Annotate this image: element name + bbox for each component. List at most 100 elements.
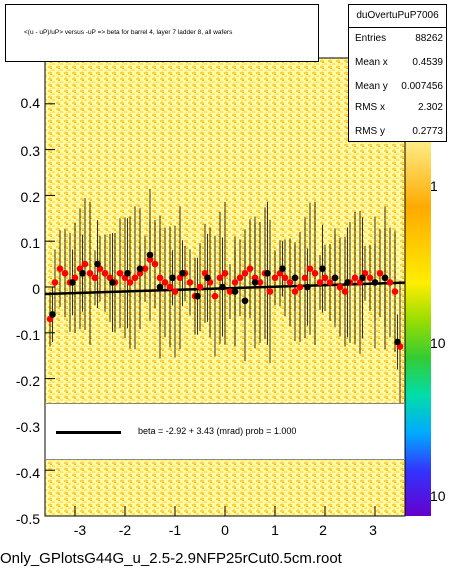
stats-value: 0.4539: [412, 57, 443, 68]
data-point-black: [109, 279, 116, 286]
data-point-black: [371, 279, 379, 286]
y-tick-label: -0.5: [15, 511, 40, 527]
y-tick-label: -0.4: [15, 465, 40, 481]
fit-legend-line: [56, 431, 121, 434]
data-point-red: [146, 256, 154, 263]
data-point-red: [221, 269, 229, 277]
data-point-red: [171, 288, 179, 295]
data-point-red: [251, 274, 259, 282]
data-point-red: [186, 279, 194, 286]
data-point-red: [301, 274, 309, 282]
x-tick-label: 2: [319, 522, 327, 538]
data-point-black: [136, 265, 144, 272]
data-point-black: [194, 292, 201, 300]
data-point-red: [141, 265, 149, 272]
stats-value: 2.302: [417, 102, 443, 113]
x-tick-label: -2: [118, 522, 132, 538]
stats-key: Entries: [355, 33, 387, 44]
data-point-red: [286, 279, 294, 286]
data-point-black: [304, 283, 311, 291]
data-point-black: [79, 269, 86, 277]
data-point-black: [146, 251, 154, 259]
data-point-red: [166, 283, 174, 291]
data-point-red: [306, 265, 314, 272]
data-point-black: [394, 338, 401, 346]
data-point-red: [101, 269, 109, 277]
data-point-red: [281, 274, 289, 282]
y-tick-label: 0.2: [20, 189, 40, 205]
stats-key: RMS y: [355, 126, 385, 137]
fit-legend-text: beta = -2.92 + 3.43 (mrad) prob = 1.000: [138, 426, 297, 436]
data-point-black: [156, 283, 164, 291]
y-tick-label: 0: [32, 281, 40, 297]
stats-key: RMS x: [355, 102, 385, 113]
x-tick-label: 1: [271, 522, 279, 538]
stats-value: 0.007456: [401, 81, 443, 92]
data-point-black: [231, 288, 239, 295]
y-tick-label: 0.3: [20, 143, 40, 159]
stats-row-entries: Entries 88262: [355, 33, 443, 49]
data-point-red: [81, 260, 89, 268]
data-point-red: [341, 288, 349, 295]
stats-value: 88262: [415, 33, 443, 44]
data-point-red: [376, 269, 384, 277]
data-point-black: [344, 279, 351, 286]
data-point-black: [179, 269, 186, 277]
data-point-red: [351, 274, 359, 282]
data-point-black: [241, 297, 249, 305]
data-point-red: [391, 288, 399, 295]
data-point-black: [331, 274, 339, 282]
data-point-black: [264, 269, 271, 277]
data-point-red: [231, 279, 239, 286]
data-point-red: [211, 292, 219, 300]
data-point-black: [291, 274, 299, 282]
stats-key: Mean y: [355, 81, 388, 92]
data-point-red: [61, 269, 69, 277]
color-palette-bar: [405, 140, 431, 516]
data-point-black: [94, 260, 101, 268]
x-tick-label: 3: [369, 522, 377, 538]
data-point-red: [136, 269, 144, 277]
stats-row-mean-x: Mean x 0.4539: [355, 57, 443, 73]
data-point-red: [336, 283, 344, 291]
z-tick-label: 1: [430, 178, 438, 194]
data-point-black: [124, 269, 131, 277]
z-tick-label: 10: [430, 335, 446, 351]
data-point-red: [296, 283, 304, 291]
data-point-red: [161, 279, 169, 286]
x-tick-label: -1: [168, 522, 182, 538]
x-tick-label: 0: [221, 522, 229, 538]
data-point-red: [156, 274, 164, 282]
stats-name: duOvertuPuP7006: [349, 5, 446, 28]
stats-value: 0.2773: [412, 126, 443, 137]
y-tick-label: 0.1: [20, 235, 40, 251]
z-tick-label: 10: [430, 488, 446, 504]
stats-row-mean-y: Mean y 0.007456: [355, 81, 443, 97]
data-point-red: [51, 279, 59, 286]
data-point-red: [321, 274, 329, 282]
data-point-red: [226, 288, 234, 295]
data-point-red: [56, 265, 64, 272]
data-point-black: [319, 265, 326, 272]
data-point-red: [216, 274, 224, 282]
data-point-black: [69, 279, 76, 286]
fit-legend-box: beta = -2.92 + 3.43 (mrad) prob = 1.000: [45, 403, 405, 460]
stats-box: duOvertuPuP7006 Entries 88262 Mean x 0.4…: [348, 4, 447, 142]
data-point-red: [91, 274, 99, 282]
data-point-red: [241, 269, 249, 277]
data-point-black: [49, 311, 56, 318]
plot-title-box: <(u - uP)/uP> versus -uP => beta for bar…: [5, 4, 319, 62]
y-tick-label: -0.3: [15, 419, 40, 435]
data-point-black: [219, 283, 226, 291]
data-point-red: [246, 265, 254, 272]
data-point-red: [126, 279, 134, 286]
plot-title: <(u - uP)/uP> versus -uP => beta for bar…: [24, 29, 233, 36]
data-point-red: [291, 288, 299, 295]
data-point-red: [366, 274, 374, 282]
y-tick-label: 0.4: [20, 95, 40, 111]
data-point-black: [169, 274, 176, 282]
y-tick-label: -0.2: [15, 373, 40, 389]
data-point-red: [326, 279, 334, 286]
data-point-red: [86, 269, 94, 277]
stats-row-rms-y: RMS y 0.2773: [355, 126, 443, 142]
